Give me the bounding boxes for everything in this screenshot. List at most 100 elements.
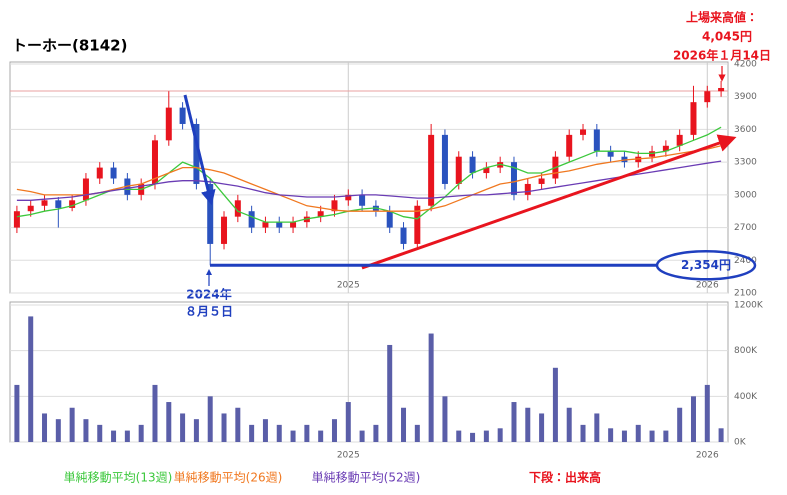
volume-bar	[677, 407, 683, 442]
volume-bar	[180, 413, 186, 442]
volume-bar	[359, 430, 365, 442]
volume-bar	[456, 430, 462, 442]
volume-bar	[387, 344, 393, 442]
candle-body	[386, 211, 393, 228]
candle-body	[428, 134, 435, 206]
volume-bar	[345, 402, 351, 442]
candle-body	[345, 194, 352, 201]
volume-bar	[649, 430, 655, 442]
y-tick-label: 3000	[734, 190, 757, 200]
volume-bar	[621, 430, 627, 442]
volume-bar	[635, 424, 641, 442]
volume-bar	[152, 384, 158, 442]
candle-body	[27, 205, 34, 212]
volume-bar	[221, 413, 227, 442]
y-tick-label: 1200K	[734, 301, 764, 311]
volume-bar	[552, 367, 558, 442]
annotation: 上場来高値：	[686, 10, 758, 25]
annotation: 2,354円	[681, 258, 731, 272]
volume-bar	[193, 419, 199, 442]
candle-body	[524, 183, 531, 195]
candle-body	[359, 194, 366, 206]
volume-bar	[262, 419, 268, 442]
volume-bar	[580, 424, 586, 442]
volume-bar	[690, 396, 696, 442]
volume-bar	[539, 413, 545, 442]
volume-bar	[14, 384, 20, 442]
candle-body	[276, 222, 283, 228]
candle-body	[234, 200, 241, 217]
volume-bar	[663, 430, 669, 442]
x-tick-label: 2025	[337, 281, 360, 291]
candle-body	[82, 178, 89, 201]
ma-line	[16, 145, 722, 212]
candle-body	[165, 107, 172, 141]
volume-bar	[704, 384, 710, 442]
y-tick-label: 3300	[734, 158, 757, 168]
volume-bar	[304, 424, 310, 442]
annotation: ８月５日	[185, 305, 233, 319]
candle-body	[690, 102, 697, 135]
candle-body	[455, 156, 462, 184]
candle-body	[483, 167, 490, 174]
x-tick-label: 2026	[696, 281, 719, 291]
y-tick-label: 400K	[734, 392, 758, 402]
volume-bar	[69, 407, 75, 442]
volume-bar	[331, 419, 337, 442]
volume-bar	[97, 424, 103, 442]
candle-body	[179, 107, 186, 124]
candle-body	[718, 87, 725, 92]
candle-body	[248, 211, 255, 228]
candle-body	[676, 134, 683, 146]
volume-bar	[28, 316, 34, 442]
candle-body	[538, 178, 545, 184]
candle-body	[331, 200, 338, 212]
volume-bar	[249, 424, 255, 442]
annotation: 4,045円	[702, 30, 752, 44]
annotation: 2026年１月14日	[673, 48, 771, 63]
volume-bar	[55, 419, 61, 442]
volume-bar	[166, 402, 172, 442]
candle-body	[69, 200, 76, 208]
ma-line	[16, 126, 722, 223]
volume-bar	[276, 424, 282, 442]
candle-body	[593, 129, 600, 152]
volume-panel	[9, 301, 729, 443]
volume-bar	[608, 428, 614, 442]
volume-bar	[373, 424, 379, 442]
y-tick-label: 3900	[734, 92, 757, 102]
price-panel	[9, 61, 729, 294]
annotation: 2024年	[186, 287, 231, 302]
candle-body	[414, 205, 421, 244]
candle-body	[13, 211, 20, 228]
y-tick-label: 3600	[734, 125, 757, 135]
volume-bar	[497, 428, 503, 442]
y-tick-label: 2400	[734, 256, 757, 266]
x-tick-label: 2025	[337, 451, 360, 461]
candle-body	[290, 222, 297, 228]
volume-bar	[511, 402, 517, 442]
candle-body	[317, 211, 324, 217]
volume-label: 下段：出来高	[529, 470, 601, 485]
volume-bar	[42, 413, 48, 442]
legend-entry: 単純移動平均(52週)	[312, 471, 421, 485]
candle-body	[193, 123, 200, 184]
volume-bar	[594, 413, 600, 442]
y-tick-label: 800K	[734, 346, 758, 356]
volume-bar	[207, 396, 213, 442]
chart-title: トーホー(8142)	[12, 37, 127, 55]
volume-bar	[318, 430, 324, 442]
volume-bar	[414, 424, 420, 442]
ma-line	[16, 160, 722, 201]
candle-body	[580, 129, 587, 135]
volume-bar	[138, 424, 144, 442]
volume-bar	[718, 428, 724, 442]
legend-entry: 単純移動平均(26週)	[174, 471, 283, 485]
volume-bar	[483, 430, 489, 442]
candle-body	[96, 167, 103, 179]
volume-bar	[566, 407, 572, 442]
candle-body	[441, 134, 448, 184]
volume-bar	[401, 407, 407, 442]
volume-bar	[124, 430, 130, 442]
